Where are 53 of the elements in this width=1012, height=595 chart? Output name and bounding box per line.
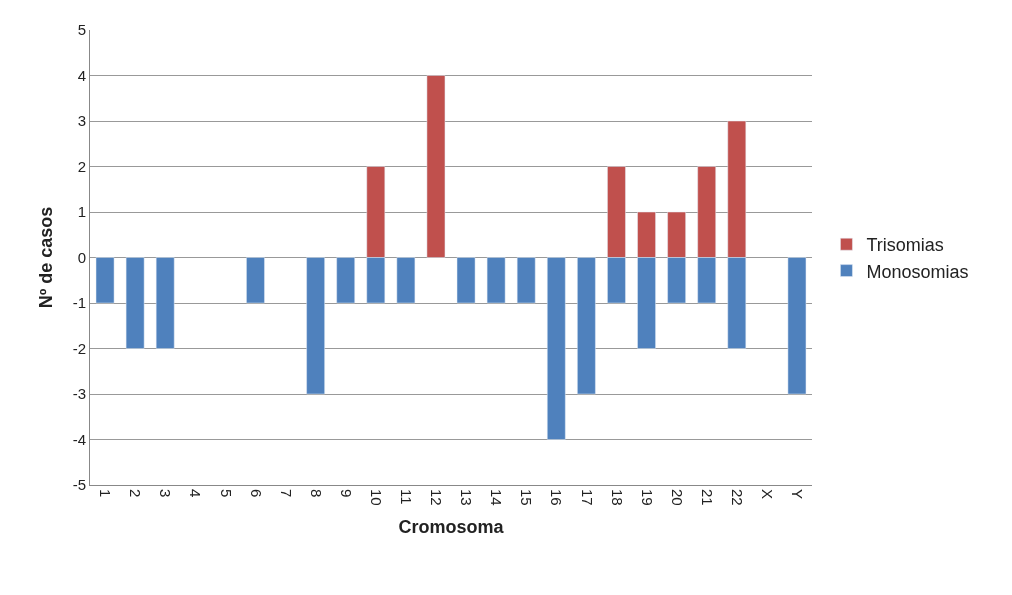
x-tick-label: 18 <box>608 489 626 506</box>
y-tick-label: -2 <box>72 339 86 357</box>
x-tick-label: 17 <box>578 489 596 506</box>
y-tick-label: 2 <box>77 157 86 175</box>
x-tick-label: 13 <box>458 489 476 506</box>
x-tick-label: X <box>758 489 776 500</box>
x-tick-label: 21 <box>698 489 716 506</box>
bar <box>456 257 476 304</box>
bar <box>426 75 446 258</box>
x-tick-label: 10 <box>367 489 385 506</box>
x-tick-label: 9 <box>337 489 355 498</box>
bar <box>246 257 265 304</box>
bar <box>577 257 596 395</box>
bar <box>125 257 145 349</box>
x-tick-label: 2 <box>127 489 145 498</box>
x-tick-label: 3 <box>157 489 175 498</box>
x-tick-label: 7 <box>277 489 295 498</box>
x-tick-label: 15 <box>518 489 536 506</box>
y-tick-label: -3 <box>72 385 86 403</box>
y-tick-label: 5 <box>77 21 86 39</box>
x-tick-label: Y <box>789 489 807 500</box>
x-tick-label: 1 <box>97 489 115 498</box>
bar <box>486 257 506 304</box>
y-tick-label: -1 <box>72 294 86 312</box>
bar <box>396 257 416 304</box>
y-tick-label: 1 <box>77 203 86 221</box>
x-tick-label: 14 <box>488 489 506 506</box>
bar <box>155 257 175 349</box>
y-axis-title: Nº de casos <box>35 206 56 309</box>
x-tick-label: 4 <box>187 489 205 498</box>
bar <box>547 257 566 440</box>
x-tick-label: 19 <box>638 489 656 506</box>
bar <box>787 257 807 395</box>
x-tick-label: 6 <box>247 489 265 498</box>
bar <box>516 257 536 304</box>
y-tick-label: 3 <box>77 112 86 130</box>
y-tick-label: -5 <box>72 476 86 494</box>
y-tick-label: -4 <box>72 430 86 448</box>
bar <box>306 257 325 395</box>
x-tick-label: 11 <box>398 489 416 505</box>
bar <box>336 257 355 304</box>
x-tick-label: 20 <box>668 489 686 506</box>
x-tick-label: 5 <box>217 489 235 498</box>
bar <box>95 257 115 304</box>
x-tick-label: 8 <box>307 489 325 498</box>
y-tick-label: 0 <box>77 248 86 266</box>
x-tick-label: 16 <box>548 489 566 506</box>
legend-label: Monosomias <box>866 261 969 282</box>
y-tick-label: 4 <box>77 66 86 84</box>
x-axis-title: Cromosoma <box>398 516 505 537</box>
x-tick-label: 12 <box>428 489 446 506</box>
legend-label: Trisomias <box>866 235 944 256</box>
x-tick-label: 22 <box>728 489 746 506</box>
